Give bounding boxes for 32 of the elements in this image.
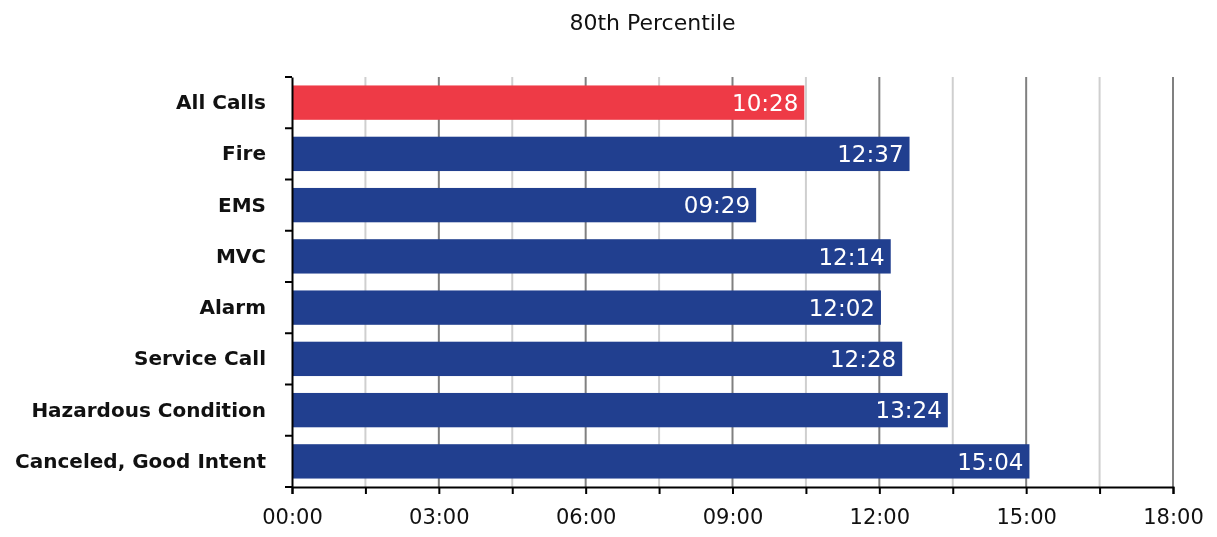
chart-title: 80th Percentile [569,10,736,35]
y-tick-label: Hazardous Condition [31,397,266,422]
y-tick-label: MVC [215,243,266,268]
bar [292,444,1030,479]
x-tick-label: 18:00 [1143,505,1204,530]
data-label: 12:14 [818,243,885,270]
bar [292,187,757,223]
x-tick-label: 03:00 [409,505,470,530]
data-label: 13:24 [875,397,942,424]
bar [292,341,903,377]
y-tick-label: Canceled, Good Intent [15,448,267,473]
y-tick-label: Fire [222,141,266,166]
bar [292,85,805,120]
data-label: 12:37 [837,141,904,168]
bar [292,239,891,274]
bar [292,392,948,428]
data-label: 12:02 [808,294,875,321]
data-label: 15:04 [957,448,1024,475]
bar [292,290,881,325]
x-tick-label: 06:00 [555,505,617,530]
y-tick-label: Service Call [134,346,266,371]
y-tick-label: EMS [218,192,266,217]
data-label: 10:28 [732,89,799,116]
y-tick-label: All Calls [176,90,266,115]
data-label: 09:29 [683,192,751,219]
x-tick-label: 09:00 [702,505,764,530]
x-tick-label: 12:00 [849,505,911,530]
y-tick-label: Alarm [199,295,266,320]
bar [292,136,910,172]
x-tick-label: 00:00 [262,505,323,530]
x-tick-label: 15:00 [996,505,1057,530]
data-label: 12:28 [829,346,897,373]
